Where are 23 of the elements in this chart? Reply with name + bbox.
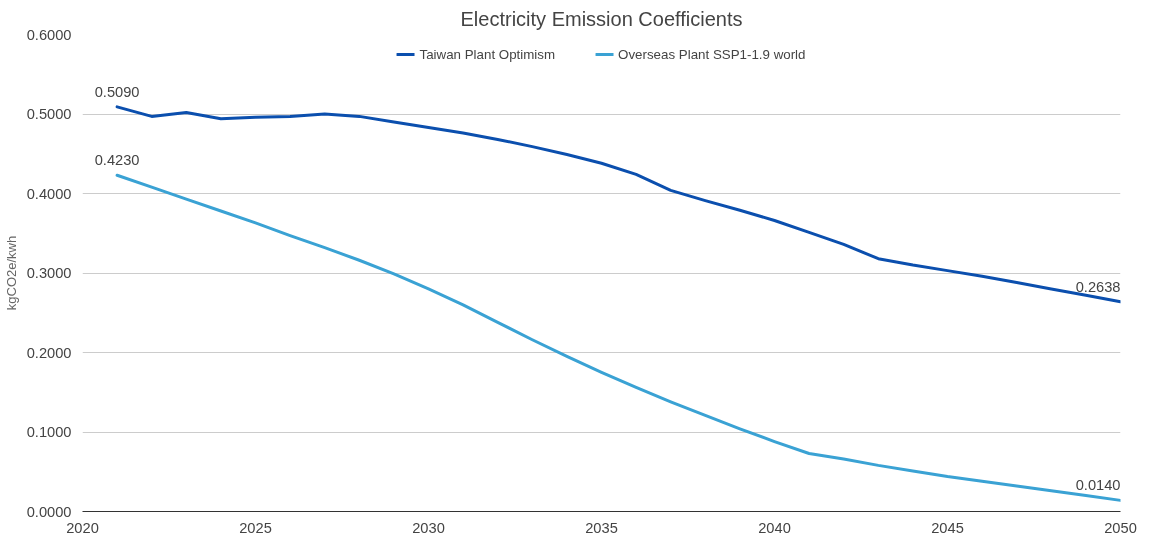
x-tick-label: 2030 bbox=[412, 519, 445, 536]
y-tick-label: 0.6000 bbox=[26, 26, 72, 43]
y-tick-label: 0.1000 bbox=[26, 424, 72, 440]
data-label: 0.4230 bbox=[94, 152, 140, 169]
data-label: 0.5090 bbox=[94, 83, 140, 100]
y-tick-label: 0.0000 bbox=[26, 503, 72, 520]
y-axis-title: kgCO2e/kwh bbox=[3, 235, 19, 311]
y-tick-label: 0.5000 bbox=[26, 106, 72, 122]
y-tick-label: 0.4000 bbox=[26, 185, 72, 202]
chart-title: Electricity Emission Coefficients bbox=[460, 7, 743, 30]
x-tick-label: 2050 bbox=[1104, 519, 1137, 536]
x-tick-label: 2025 bbox=[239, 519, 272, 536]
x-tick-label: 2020 bbox=[66, 519, 99, 536]
x-tick-label: 2035 bbox=[585, 519, 618, 536]
y-tick-label: 0.3000 bbox=[26, 265, 72, 281]
y-tick-label: 0.2000 bbox=[26, 344, 72, 361]
data-label: 0.2638 bbox=[1075, 278, 1121, 295]
x-tick-label: 2045 bbox=[931, 519, 964, 536]
x-tick-label: 2040 bbox=[758, 519, 791, 536]
data-label: 0.0140 bbox=[1075, 477, 1121, 494]
legend-label: Overseas Plant SSP1-1.9 world bbox=[618, 46, 806, 62]
line-series bbox=[115, 173, 1121, 502]
legend-label: Taiwan Plant Optimism bbox=[419, 46, 556, 62]
